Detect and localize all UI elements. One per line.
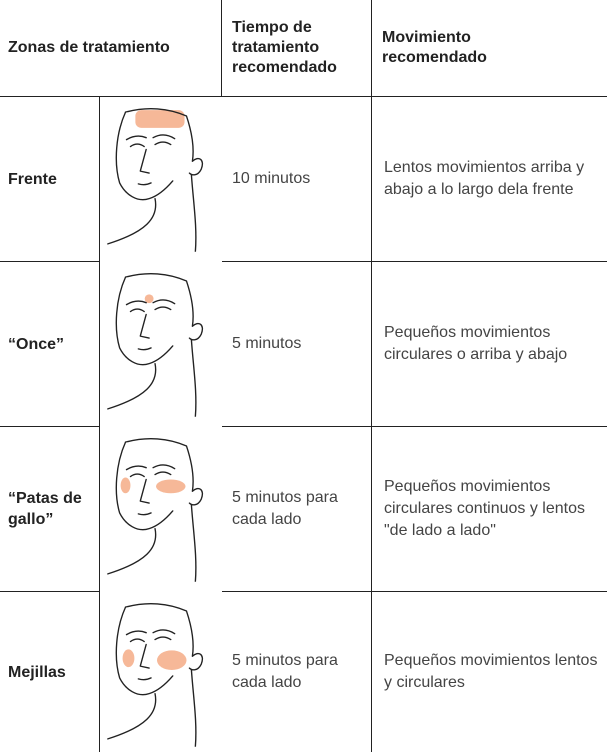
face-illustration: [98, 598, 216, 748]
movement-text: Pequeños movimientos circulares continuo…: [384, 478, 585, 539]
time-text: 5 minutos para cada lado: [232, 489, 338, 528]
movement-text: Lentos movimientos arriba y abajo a lo l…: [384, 159, 585, 198]
face-illustration: [98, 103, 216, 253]
time-cell: 5 minutos para cada lado: [222, 592, 372, 752]
header-text: Tiempo de tratamiento recomendado: [232, 19, 337, 76]
movement-text: Pequeños movimientos lentos y circulares: [384, 652, 598, 691]
header-cell: Movimiento recomendado: [372, 0, 607, 97]
header-text: Zonas de tratamiento: [8, 39, 170, 56]
time-text: 5 minutos para cada lado: [232, 652, 338, 691]
movement-text: Pequeños movimientos circulares o arriba…: [384, 324, 568, 363]
header-cell: Tiempo de tratamiento recomendado: [222, 0, 372, 97]
face-illustration: [98, 433, 216, 583]
zone-cell: Frente: [0, 97, 100, 262]
movement-cell: Pequeños movimientos circulares o arriba…: [372, 262, 607, 427]
zone-cell: “Patas de gallo”: [0, 427, 100, 592]
time-cell: 5 minutos: [222, 262, 372, 427]
movement-cell: Pequeños movimientos circulares continuo…: [372, 427, 607, 592]
zone-text: “Once”: [8, 335, 65, 353]
header-cell: Zonas de tratamiento: [0, 0, 222, 97]
time-cell: 10 minutos: [222, 97, 372, 262]
face-illustration: [98, 268, 216, 418]
movement-cell: Pequeños movimientos lentos y circulares: [372, 592, 607, 752]
time-text: 5 minutos: [232, 335, 302, 352]
zone-text: Mejillas: [8, 663, 66, 681]
zone-text: “Patas de gallo”: [8, 490, 82, 528]
time-text: 10 minutos: [232, 170, 311, 187]
zone-cell: “Once”: [0, 262, 100, 427]
time-cell: 5 minutos para cada lado: [222, 427, 372, 592]
header-text: Movimiento recomendado: [382, 29, 487, 66]
zone-text: Frente: [8, 170, 57, 188]
movement-cell: Lentos movimientos arriba y abajo a lo l…: [372, 97, 607, 262]
zone-cell: Mejillas: [0, 592, 100, 752]
